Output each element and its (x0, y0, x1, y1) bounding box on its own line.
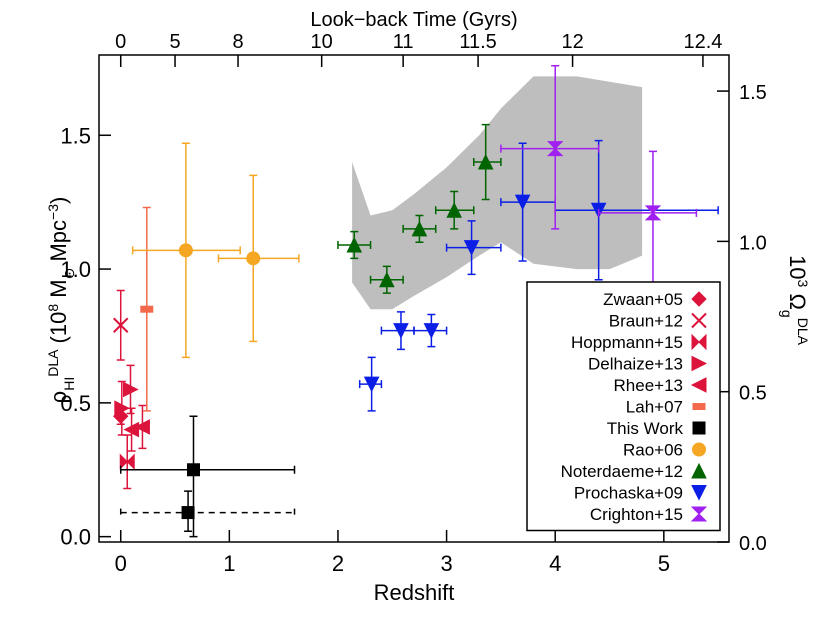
y-tick-label: 1.5 (60, 123, 91, 148)
y2-axis-label-part: Ω (785, 287, 810, 310)
y-tick-label: 0.5 (60, 391, 91, 416)
y2-tick-label: 0.5 (739, 383, 767, 405)
y-axis-label-part: DLA (45, 349, 61, 377)
marker (644, 205, 662, 221)
marker (113, 317, 129, 333)
x2-tick-label: 12.4 (683, 31, 722, 53)
marker (114, 400, 130, 417)
legend-label: Delhaize+13 (588, 355, 683, 374)
legend-label: Rao+06 (623, 441, 683, 460)
marker (690, 506, 708, 522)
y-axis-label-part: ) (46, 197, 71, 204)
x-tick-label: 3 (440, 551, 452, 576)
x-tick-label: 5 (658, 551, 670, 576)
x2-tick-label: 10 (311, 31, 333, 53)
x2-tick-label: 11 (393, 31, 414, 53)
legend-label: Prochaska+09 (574, 484, 683, 503)
x-tick-label: 4 (549, 551, 561, 576)
y-axis-label-part: M (46, 279, 71, 303)
y2-axis-label-part: g (779, 310, 795, 318)
marker (691, 333, 707, 351)
y-axis-label-part: ⊙ (61, 268, 77, 280)
x-axis-label: Redshift (374, 580, 455, 605)
marker (692, 421, 706, 435)
y-tick-label: 1.0 (60, 257, 91, 282)
y2-tick-label: 0.0 (739, 533, 767, 555)
y2-axis-label: 103 ΩgDLA (779, 255, 811, 346)
marker (393, 323, 409, 339)
marker (691, 462, 707, 479)
marker (411, 220, 428, 237)
y-axis-label-part: −3 (45, 204, 61, 220)
y2-tick-label: 1.5 (739, 82, 767, 104)
marker (446, 202, 462, 218)
marker (691, 485, 707, 501)
x-error-bar (500, 144, 600, 153)
y-axis-label-part: ρ (46, 391, 71, 404)
x-error-bar (119, 508, 296, 517)
marker (692, 442, 706, 457)
marker (134, 419, 150, 435)
marker (514, 194, 531, 211)
marker (140, 305, 154, 313)
marker (690, 377, 707, 393)
marker (691, 355, 708, 372)
marker (463, 240, 480, 256)
y-axis-label-part: HI (61, 377, 77, 391)
legend-label: Crighton+15 (590, 505, 683, 524)
x2-tick-label: 5 (169, 31, 180, 53)
legend-box (526, 281, 721, 532)
marker (691, 312, 707, 329)
marker (423, 323, 440, 339)
marker (123, 381, 139, 398)
x-tick-label: 0 (115, 551, 127, 576)
marker (123, 421, 140, 438)
y2-tick-label: 1.0 (739, 232, 767, 254)
marker (692, 403, 706, 410)
y2-axis-label-part: 10 (785, 255, 810, 279)
y2-axis-label-part: 3 (795, 280, 811, 288)
marker (178, 243, 193, 258)
x-tick-label: 1 (223, 551, 235, 576)
model-band (352, 76, 643, 310)
x-error-bar (597, 208, 698, 217)
legend-label: Zwaan+05 (603, 290, 683, 309)
marker (691, 291, 707, 307)
marker (379, 271, 395, 288)
marker (187, 463, 200, 477)
legend-label: Noterdaeme+12 (561, 462, 683, 481)
x2-tick-label: 12 (561, 31, 583, 53)
marker (546, 141, 564, 157)
marker (477, 153, 494, 170)
x-error-bar (119, 465, 296, 474)
y-axis-label-part: 8 (45, 304, 61, 312)
marker (246, 251, 261, 266)
y-axis-label: ρHIDLA (108 M⊙ Mpc−3) (45, 197, 77, 404)
x-tick-label: 2 (332, 551, 344, 576)
y2-axis-label-part: DLA (795, 318, 811, 346)
legend-label: Braun+12 (609, 312, 683, 331)
legend-label: Rhee+13 (614, 376, 683, 395)
x2-tick-label: 8 (232, 31, 243, 53)
legend-label: Lah+07 (626, 398, 683, 417)
marker (181, 506, 195, 520)
y-tick-label: 0.0 (60, 525, 91, 550)
marker (363, 376, 380, 393)
marker (119, 453, 135, 470)
legend-label: Hoppmann+15 (571, 333, 683, 352)
x2-tick-label: 0 (115, 31, 126, 53)
legend-label: This Work (607, 419, 684, 438)
plot-frame (98, 54, 730, 543)
x2-tick-label: 11.5 (459, 31, 496, 53)
x2-axis-label: Look−back Time (Gyrs) (310, 9, 517, 31)
y-axis-label-part: (10 (46, 312, 71, 350)
y-axis-label-part: Mpc (46, 220, 71, 268)
marker (346, 236, 363, 253)
